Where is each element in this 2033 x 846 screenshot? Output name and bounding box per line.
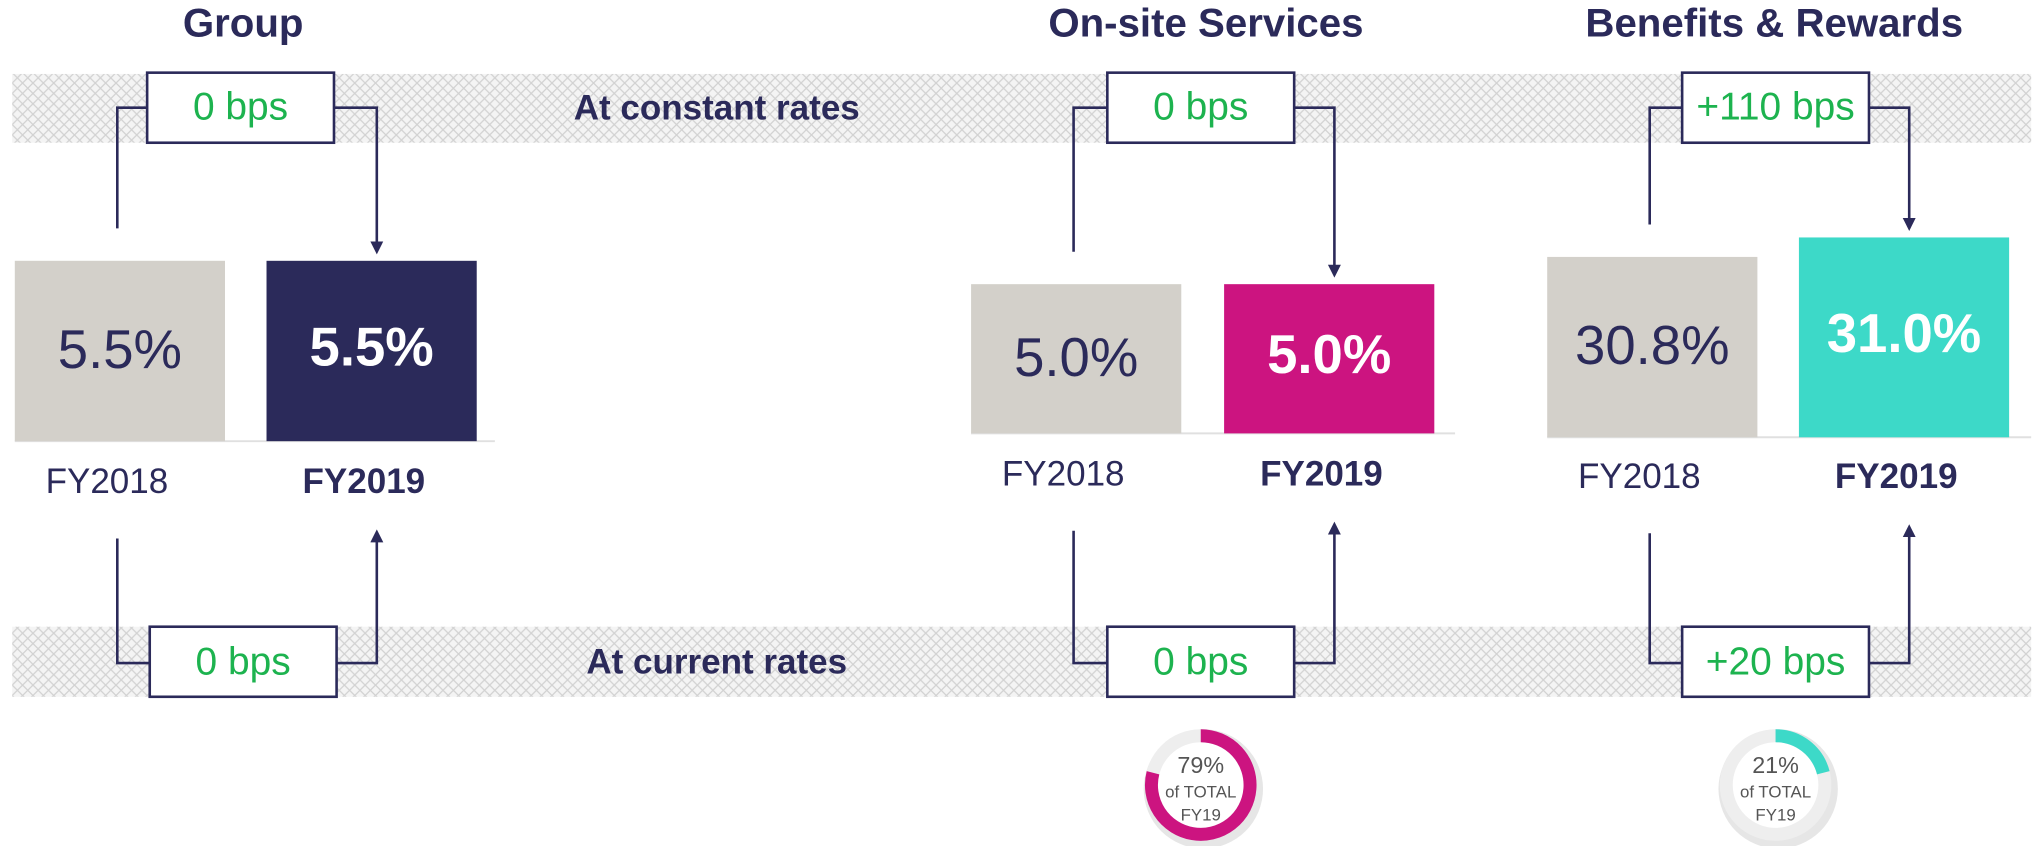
prior-value: 5.0% bbox=[1014, 327, 1138, 388]
connector bbox=[116, 106, 148, 229]
share-caption: of TOTAL bbox=[1740, 782, 1811, 801]
prior-box bbox=[14, 260, 225, 442]
share-label: 21% bbox=[1752, 752, 1799, 778]
current-value: 5.5% bbox=[310, 316, 434, 377]
connector bbox=[333, 106, 384, 255]
change-box bbox=[148, 625, 338, 699]
change-box bbox=[1106, 71, 1296, 145]
panel-title: On-site Services bbox=[1048, 1, 1363, 46]
prior-value: 5.5% bbox=[58, 319, 182, 380]
connector bbox=[1648, 106, 1683, 225]
prior-box bbox=[971, 284, 1182, 434]
current-change: +20 bps bbox=[1706, 641, 1846, 684]
change-box bbox=[1106, 625, 1296, 699]
change-box bbox=[145, 71, 336, 145]
donut-arc bbox=[1144, 729, 1257, 841]
current-box bbox=[1224, 284, 1435, 434]
connector bbox=[1868, 524, 1916, 665]
prior-label: FY2018 bbox=[1578, 457, 1701, 496]
current-label: FY2019 bbox=[1835, 457, 1958, 496]
change-box bbox=[1680, 71, 1871, 145]
prior-box bbox=[1547, 256, 1758, 438]
connector bbox=[1072, 530, 1108, 665]
donut-arc bbox=[1775, 729, 1830, 775]
current-box bbox=[1798, 237, 2010, 438]
connector bbox=[1294, 521, 1341, 665]
connector bbox=[1072, 106, 1108, 252]
panel-title: Benefits & Rewards bbox=[1585, 1, 1963, 46]
connector bbox=[1294, 106, 1341, 278]
share-caption: FY19 bbox=[1755, 806, 1795, 825]
current-change: 0 bps bbox=[196, 641, 291, 684]
current-label: FY2019 bbox=[303, 462, 426, 501]
prior-label: FY2018 bbox=[46, 462, 169, 501]
share-label: 79% bbox=[1177, 752, 1224, 778]
current-label: FY2019 bbox=[1260, 454, 1383, 493]
prior-label: FY2018 bbox=[1002, 454, 1125, 493]
constant-change: 0 bps bbox=[193, 85, 288, 128]
row-label: At constant rates bbox=[574, 89, 860, 128]
constant-change: +110 bps bbox=[1696, 85, 1854, 128]
current-value: 5.0% bbox=[1267, 324, 1391, 385]
change-box bbox=[1680, 625, 1871, 699]
current-value: 31.0% bbox=[1827, 303, 1982, 364]
panel-title: Group bbox=[183, 1, 304, 46]
share-caption: FY19 bbox=[1181, 806, 1221, 825]
row-label: At current rates bbox=[586, 643, 847, 682]
prior-value: 30.8% bbox=[1575, 315, 1730, 376]
connector bbox=[336, 529, 384, 665]
share-caption: of TOTAL bbox=[1165, 782, 1236, 801]
current-box bbox=[266, 260, 477, 442]
current-change: 0 bps bbox=[1153, 641, 1248, 684]
connector bbox=[1868, 106, 1916, 231]
constant-change: 0 bps bbox=[1153, 85, 1248, 128]
connector bbox=[1648, 533, 1683, 665]
connector bbox=[116, 538, 150, 665]
